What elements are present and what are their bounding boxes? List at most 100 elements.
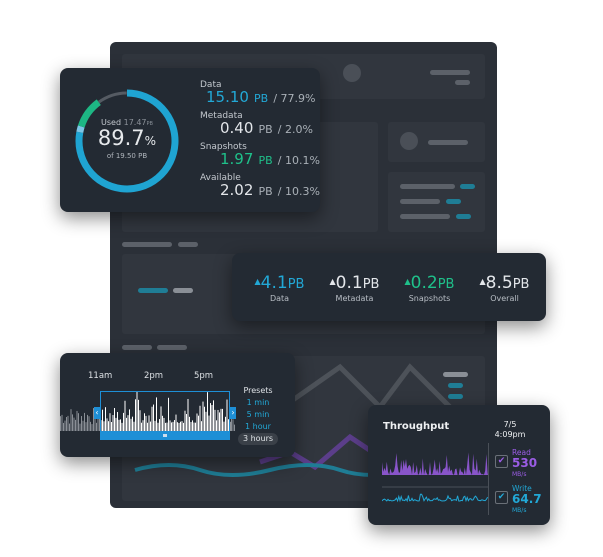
usage-breakdown: Data 15.10 PB / 77.9% Metadata 0.40 PB / … [200, 80, 320, 204]
placeholder-bar [446, 199, 461, 204]
timeline-bar [133, 421, 135, 431]
timeline-bar [81, 416, 82, 431]
write-value: 64.7 [512, 492, 542, 506]
timeline-bar [108, 421, 109, 431]
timeline-bar [90, 421, 91, 431]
timeline-bar [109, 413, 111, 431]
total-capacity: of 19.50 PB [106, 152, 148, 160]
donut-data-segment [75, 89, 179, 193]
divider [488, 443, 489, 515]
write-unit: MB/s [512, 507, 527, 514]
throughput-title: Throughput [383, 421, 450, 432]
up-arrow-icon: ▲ [479, 277, 486, 286]
preset-1-hour[interactable]: 1 hour [245, 422, 271, 431]
timeline-bar [207, 392, 208, 431]
timeline-bar [126, 417, 127, 431]
preset-5-min[interactable]: 5 min [246, 410, 270, 419]
timeline-bar [216, 420, 217, 431]
growth-stat-snapshots: ▲0.2PB Snapshots [392, 273, 467, 303]
growth-stat-overall: ▲8.5PB Overall [467, 273, 542, 303]
timeline-bar [69, 423, 70, 431]
read-unit: MB/s [512, 471, 527, 478]
tick-2pm: 2pm [144, 371, 164, 381]
usage-row-value: 0.40 [220, 119, 254, 137]
timeline-bar [61, 414, 63, 431]
placeholder-bar [122, 345, 152, 350]
percent-sign: % [144, 134, 157, 148]
timeline-bar [85, 422, 87, 431]
preset-1-min[interactable]: 1 min [246, 398, 270, 407]
timeline-bar [199, 405, 201, 431]
timeline-bar [82, 420, 84, 431]
chevron-right-icon[interactable]: › [230, 407, 236, 419]
read-checkbox[interactable]: ✔ [495, 455, 508, 468]
timeline-bar [91, 424, 93, 431]
timeline-bar [139, 410, 141, 431]
growth-stat-metadata: ▲0.1PB Metadata [317, 273, 392, 303]
used-value: 17.47 [123, 118, 147, 127]
timeline-bar [175, 414, 177, 431]
timeline-bar [168, 397, 169, 431]
timeline-bar [151, 406, 153, 431]
donut-available-segment [97, 91, 127, 104]
timeline-bar [184, 410, 186, 431]
timeline-bar [160, 406, 162, 431]
placeholder-bar [138, 288, 168, 293]
timeline-bar [190, 422, 192, 431]
timeline-bar [150, 421, 151, 431]
read-series [382, 452, 488, 475]
timeline-bar [201, 421, 202, 431]
timeline-bar [63, 422, 64, 431]
timeline-bar [231, 415, 232, 431]
timeline-bar [217, 409, 219, 431]
donut-metadata-segment [76, 125, 85, 133]
timeline-bar [210, 403, 211, 431]
timeline-bar [234, 424, 235, 431]
timeline-bar [159, 419, 160, 431]
timeline-bar [220, 408, 222, 431]
placeholder-bar [178, 242, 198, 247]
donut-snapshots-segment [77, 99, 101, 128]
usage-row-percent: / 10.1% [277, 154, 320, 167]
placeholder-bar [460, 184, 475, 189]
timeline-bar [100, 420, 102, 431]
timeline-bar [78, 413, 79, 431]
timeline-bar [225, 416, 226, 431]
timeline-bar [141, 422, 142, 431]
timeline-bar [105, 407, 106, 431]
placeholder-bar [448, 394, 463, 399]
timeline-bar [148, 415, 150, 431]
placeholder-bar [173, 288, 193, 293]
growth-card: ▲4.1PB Data ▲0.1PB Metadata ▲0.2PB Snapshots ▲… [232, 253, 546, 321]
timeline-bar [97, 417, 99, 431]
preset-3-hours[interactable]: 3 hours [238, 433, 278, 445]
used-unit: PB [146, 121, 153, 127]
timeline-bar [192, 420, 193, 431]
growth-label: Overall [490, 294, 519, 303]
timeline-bar [196, 413, 198, 431]
timeline-bar [84, 412, 85, 431]
tick-5pm: 5pm [194, 371, 214, 381]
timeline-bar [112, 415, 114, 431]
timeline-bar [79, 423, 81, 431]
timeline-bar [156, 397, 157, 431]
usage-row-label: Data [200, 80, 222, 90]
timeline-bar [229, 421, 231, 431]
placeholder-bar [400, 199, 440, 204]
timeline-bar [205, 411, 207, 431]
selection-window[interactable] [100, 391, 230, 435]
timeline-bar [114, 408, 115, 431]
throughput-chart [382, 452, 489, 503]
timeline-bar [183, 422, 184, 431]
used-label: Used [101, 118, 122, 127]
selection-scrollbar[interactable] [100, 431, 230, 440]
timeline-bar [169, 420, 171, 431]
write-checkbox[interactable]: ✔ [495, 491, 508, 504]
timeline-bar [154, 420, 156, 431]
timeline-bar [198, 415, 199, 431]
chevron-left-icon[interactable]: ‹ [94, 407, 100, 419]
usage-row-label: Available [200, 173, 241, 183]
timeline-bar [136, 391, 138, 431]
usage-row-percent: / 10.3% [277, 185, 320, 198]
timeline-bar [129, 409, 130, 431]
